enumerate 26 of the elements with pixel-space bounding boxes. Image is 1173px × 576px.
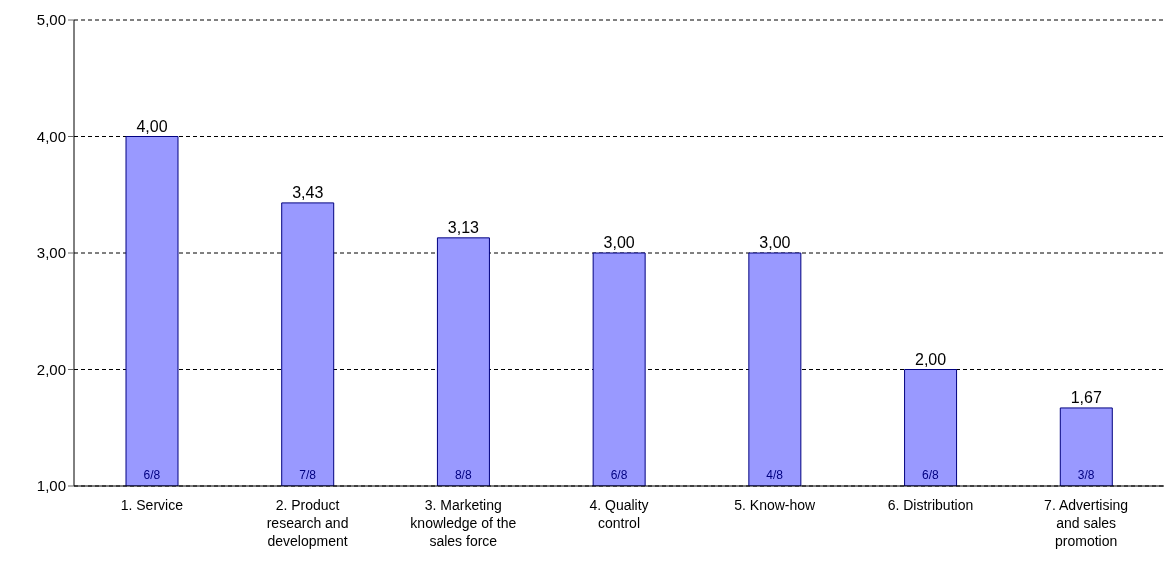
data-label: 3,43 (292, 183, 324, 201)
y-tick-label: 3,00 (36, 244, 66, 262)
annotation: 3/8 (1077, 467, 1095, 482)
y-tick-label: 5,00 (36, 11, 66, 29)
annotation: 6/8 (610, 467, 628, 482)
annotation: 7/8 (299, 467, 317, 482)
x-tick-label: 4. Quality control (589, 497, 649, 531)
x-tick-label: 1. Service (120, 497, 184, 513)
data-label: 3,13 (447, 218, 480, 236)
annotation: 6/8 (143, 467, 161, 482)
annotation: 4/8 (766, 467, 784, 482)
x-tick-label: 2. Product research and development (266, 497, 349, 549)
y-tick-label: 4,00 (36, 127, 66, 145)
data-label: 2,00 (915, 350, 947, 368)
y-tick-label: 1,00 (36, 477, 66, 495)
annotation: 6/8 (922, 467, 940, 482)
x-tick-label: 3. Marketing knowledge of the sales force (410, 497, 517, 549)
data-label: 3,00 (603, 234, 635, 251)
data-label: 1,67 (1070, 388, 1102, 406)
x-tick-label: 5. Know-how (734, 497, 817, 513)
x-tick-label: 6. Distribution (887, 497, 974, 513)
data-label: 3,00 (759, 234, 791, 251)
annotation: 8/8 (454, 467, 472, 482)
data-label: 4,00 (136, 117, 168, 135)
x-tick-label: 7. Advertising and sales promotion (1044, 497, 1129, 549)
y-tick-label: 2,00 (36, 360, 66, 378)
